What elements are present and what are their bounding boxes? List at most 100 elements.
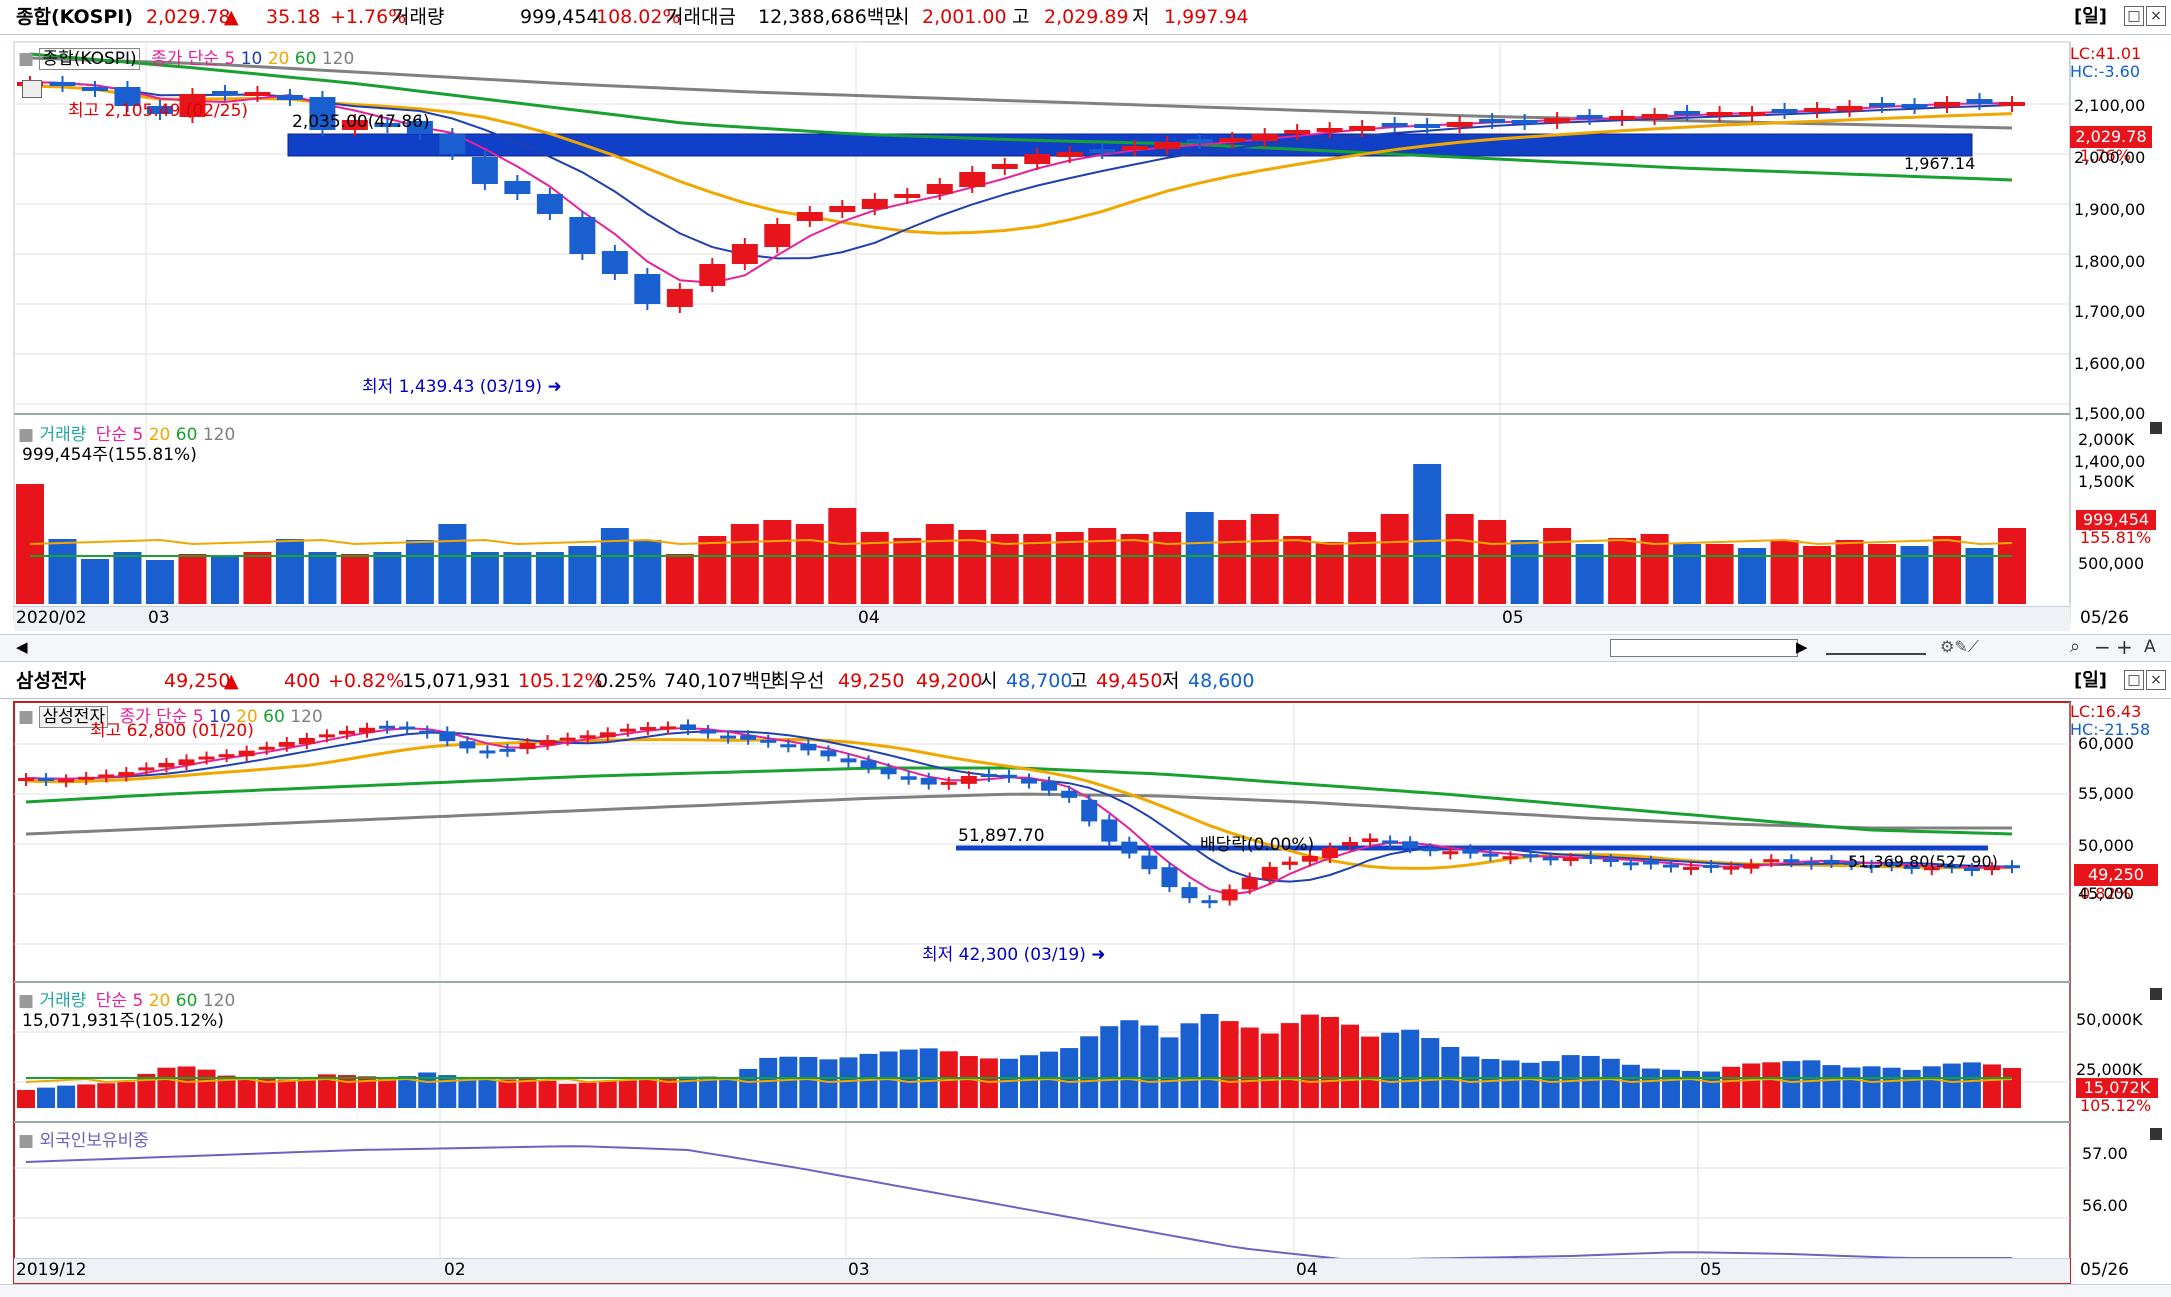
volume-bar	[665, 554, 694, 604]
vma20-line	[29, 538, 2013, 546]
candle	[1021, 778, 1038, 784]
candle	[1081, 799, 1098, 822]
candle	[900, 776, 917, 780]
volume-bar	[795, 524, 824, 604]
volume-bar	[57, 1085, 76, 1108]
volume-bar	[17, 1090, 35, 1108]
samsung-current-pct: 0.82%	[2080, 884, 2131, 903]
candle	[1362, 838, 1379, 842]
volume-bar	[275, 539, 304, 604]
samsung-chart[interactable]	[0, 698, 2171, 1297]
close-icon[interactable]: ×	[2146, 670, 2166, 690]
volume-bar	[1421, 1038, 1440, 1108]
period-daily-button[interactable]: [일]	[2074, 6, 2108, 27]
candle	[1883, 863, 1900, 867]
x-label-start: 2020/02	[16, 608, 87, 628]
candle	[78, 776, 95, 780]
arrow-right-icon: ➜	[1091, 945, 1106, 965]
text-icon[interactable]: A	[2144, 637, 2156, 657]
candle	[1181, 887, 1198, 899]
candle	[146, 106, 173, 114]
candle	[1284, 130, 1311, 134]
tools-icon[interactable]: ⚙✎⟋	[1940, 637, 1979, 656]
volume-bar	[763, 520, 792, 604]
ma20-line	[29, 84, 2013, 235]
scroll-thumb[interactable]	[1610, 639, 1798, 657]
kospi-chart[interactable]	[0, 34, 2171, 634]
volume-bar	[1020, 1055, 1039, 1108]
y-tick-label: 1,600,00	[2074, 354, 2146, 373]
grid-icon[interactable]	[22, 80, 42, 98]
volume-bar	[1722, 1066, 1741, 1108]
candle	[1056, 152, 1083, 157]
volume-bar	[1982, 1064, 2001, 1108]
volume-bar	[1088, 528, 1117, 604]
volume-bar	[1762, 1062, 1781, 1108]
period-daily-button[interactable]: [일]	[2074, 670, 2108, 691]
candle	[880, 768, 897, 775]
zoom-in-icon[interactable]: +	[2116, 635, 2133, 659]
zoom-slider[interactable]	[1826, 641, 1926, 655]
samsung-change: 400	[284, 670, 321, 692]
volume-bar	[458, 1078, 477, 1108]
low-label: 저	[1132, 6, 1150, 28]
candle	[1422, 848, 1439, 852]
candle	[800, 743, 817, 751]
volume-bar	[1501, 1060, 1520, 1108]
candle	[1903, 866, 1920, 869]
candle	[1739, 112, 1766, 116]
volume-bar	[37, 1087, 56, 1108]
kospi-price: 2,029.78	[146, 6, 231, 28]
kospi-volume-legend: ■ 거래량 단순 5 20 60 120	[18, 425, 236, 445]
panel-collapse-icon[interactable]	[2150, 988, 2162, 1000]
zoom-icon[interactable]: ⌕	[2070, 636, 2081, 657]
candle	[940, 781, 957, 785]
candle	[699, 264, 726, 286]
volume-bar	[893, 538, 922, 604]
scroll-left-icon[interactable]: ◀	[16, 638, 28, 656]
volume-bar	[568, 546, 597, 604]
samsung-low-annotation: 최저 42,300 (03/19) ➜	[922, 940, 1105, 965]
candle	[740, 735, 757, 740]
volume-bar	[1218, 520, 1247, 604]
volume-bar	[999, 1058, 1018, 1108]
volume-bar	[1341, 1024, 1359, 1108]
volume-bar	[1902, 1069, 1921, 1108]
candle	[659, 726, 676, 730]
candle	[601, 251, 628, 274]
candle	[519, 743, 536, 749]
volume-bar	[1521, 1062, 1540, 1108]
maximize-icon[interactable]: □	[2124, 670, 2144, 690]
samsung-scroll-toolbar[interactable]	[0, 1284, 2171, 1297]
volume-bar	[979, 1058, 998, 1108]
close-icon[interactable]: ×	[2146, 6, 2166, 26]
vma120-label: 120	[202, 991, 236, 1011]
kospi-high-annotation: 최고 2,105.49 (02/25)	[68, 101, 249, 121]
x-label-03: 03	[848, 1260, 870, 1280]
candle	[138, 767, 155, 771]
scroll-right-icon[interactable]: ▶	[1796, 638, 1808, 656]
panel-collapse-icon[interactable]	[2150, 422, 2162, 434]
volume-bar	[1862, 1066, 1881, 1108]
volume-bar	[438, 1075, 457, 1108]
volume-title: 거래량	[39, 991, 87, 1011]
candle	[504, 181, 531, 194]
vma-label: 단순	[95, 425, 128, 445]
candle	[1261, 866, 1278, 880]
y-tick-label: 2,100,00	[2074, 96, 2146, 115]
ma10-line	[29, 81, 2013, 260]
candle	[158, 762, 175, 768]
maximize-icon[interactable]: □	[2124, 6, 2144, 26]
panel-collapse-icon[interactable]	[2150, 1128, 2162, 1140]
candle	[1804, 108, 1831, 112]
volume-bar	[699, 1076, 718, 1108]
y-tick-label: 1,400,00	[2074, 452, 2146, 471]
volume-bar	[1280, 1023, 1299, 1108]
volume-bar	[337, 1075, 356, 1108]
candle	[1061, 790, 1078, 798]
candle	[1901, 104, 1928, 108]
volume-bar	[1673, 544, 1702, 604]
candle	[1141, 855, 1158, 870]
volume-bar	[1682, 1070, 1701, 1108]
zoom-out-icon[interactable]: −	[2094, 635, 2111, 659]
